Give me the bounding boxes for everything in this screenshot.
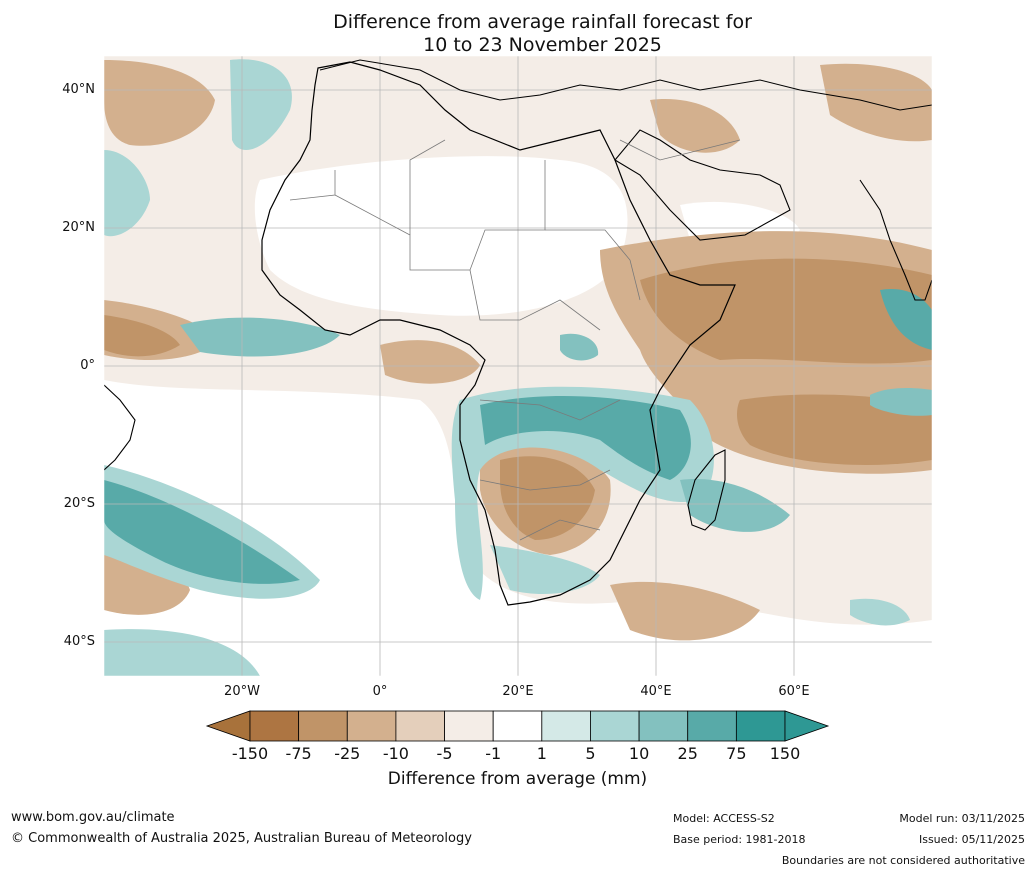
- lake-victoria-wet: [560, 333, 599, 361]
- south-atlantic-wet-lower: [104, 629, 260, 676]
- footer-issued: Issued: 05/11/2025: [918, 833, 1025, 846]
- madagascar-wet: [680, 479, 790, 532]
- middle-east-dry: [650, 99, 740, 153]
- colorbar-tick-label: 150: [769, 744, 801, 763]
- colorbar: [205, 710, 830, 742]
- colorbar-tick-label: -1: [485, 744, 502, 763]
- colorbar-cell: [590, 710, 640, 742]
- colorbar-cell: [492, 710, 543, 742]
- colorbar-cell: [395, 710, 445, 742]
- africa-coastline: [261, 61, 736, 606]
- colorbar-tick-label: 25: [677, 744, 698, 763]
- india-coastline: [859, 179, 932, 301]
- colorbar-tick-label: -75: [285, 744, 312, 763]
- arabia-coastline: [614, 129, 791, 241]
- footer-disclaimer: Boundaries are not considered authoritat…: [781, 854, 1025, 867]
- colorbar-cell: [638, 710, 689, 742]
- south-indian-dry: [737, 394, 932, 465]
- colorbar-label: Difference from average (mm): [387, 769, 648, 789]
- footer-base-period: Base period: 1981-2018: [673, 833, 806, 846]
- colorbar-tick-label: -10: [382, 744, 409, 763]
- footer-copyright: © Commonwealth of Australia 2025, Austra…: [11, 831, 472, 846]
- lat-label-40s: 40°S: [63, 634, 95, 649]
- lon-label-60e: 60°E: [778, 684, 810, 699]
- lon-label-20e: 20°E: [502, 684, 534, 699]
- indian-ocean-wet: [870, 387, 932, 416]
- colorbar-tick-label: -5: [436, 744, 453, 763]
- south-america-coastline: [104, 384, 136, 471]
- bay-bengal-wet: [880, 289, 932, 350]
- central-asia-dry: [820, 63, 932, 142]
- colorbar-tick-label: 75: [726, 744, 747, 763]
- colorbar-tick-label: 5: [585, 744, 596, 763]
- atlantic-wet-west: [104, 150, 150, 237]
- lon-label-40e: 40°E: [640, 684, 672, 699]
- colorbar-cell: [249, 710, 300, 742]
- footer-model-run: Model run: 03/11/2025: [899, 812, 1025, 825]
- colorbar-extend-high: [784, 710, 830, 742]
- ocean-neutral-south: [104, 380, 932, 676]
- colorbar-tick-label: -25: [334, 744, 361, 763]
- lat-label-20s: 20°S: [63, 496, 95, 511]
- atlantic-dry-equatorial: [104, 315, 180, 357]
- atlantic-wet-north: [230, 59, 292, 151]
- colorbar-tick-label: 10: [628, 744, 650, 763]
- country-boundaries: [289, 139, 741, 541]
- atlantic-wet-equatorial: [180, 317, 340, 357]
- southern-ocean-wet: [850, 598, 910, 626]
- map-title-line-1: Difference from average rainfall forecas…: [333, 11, 752, 33]
- south-atlantic-wet: [104, 480, 300, 584]
- gulf-guinea-dry: [380, 340, 480, 384]
- atlantic-dry-north: [104, 60, 215, 146]
- sahara-neutral: [254, 156, 628, 316]
- colorbar-cell: [298, 710, 348, 742]
- colorbar-cell: [687, 710, 737, 742]
- lat-label-40n: 40°N: [62, 82, 95, 97]
- lat-label-0: 0°: [80, 358, 95, 373]
- lat-label-20n: 20°N: [62, 220, 95, 235]
- central-africa-wet: [480, 395, 691, 480]
- colorbar-cell: [346, 710, 397, 742]
- colorbar-cell: [541, 710, 591, 742]
- colorbar-tick-label: 1: [536, 744, 547, 763]
- south-indian-dry-lower: [610, 581, 760, 641]
- madagascar-coastline: [687, 449, 726, 531]
- footer-model: Model: ACCESS-S2: [673, 812, 775, 825]
- colorbar-cell: [444, 710, 494, 742]
- lon-label-20w: 20°W: [224, 684, 260, 699]
- map-gridlines: [104, 56, 932, 676]
- eurasia-coastline: [319, 59, 932, 111]
- colorbar-tick-label: -150: [231, 744, 269, 763]
- colorbar-extend-low: [205, 710, 251, 742]
- lon-label-0: 0°: [372, 684, 388, 699]
- footer-url[interactable]: www.bom.gov.au/climate: [11, 810, 175, 825]
- south-africa-wet: [490, 545, 600, 595]
- colorbar-cells: [249, 710, 786, 742]
- map-panel: [104, 56, 932, 676]
- southern-africa-dry: [500, 456, 595, 540]
- map-title-line-2: 10 to 23 November 2025: [423, 34, 662, 56]
- colorbar-cell: [735, 710, 786, 742]
